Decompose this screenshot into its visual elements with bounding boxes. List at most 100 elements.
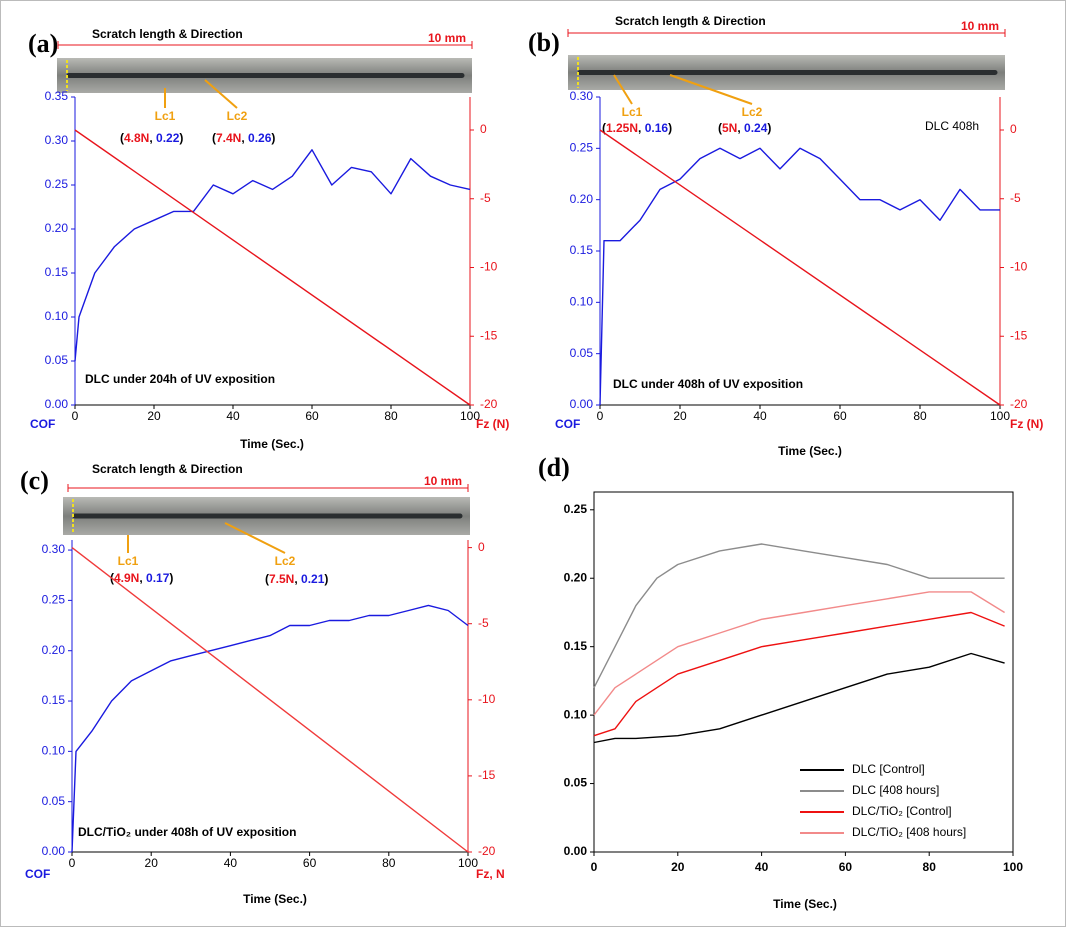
scale-label: 10 mm [424, 474, 462, 488]
scratch-title: Scratch length & Direction [92, 462, 243, 476]
panel-label: (d) [538, 453, 570, 482]
y-tick-label: 0.20 [570, 192, 594, 206]
lc-part: 0.21 [301, 572, 325, 586]
lc-values: (4.8N, 0.22) [120, 131, 183, 145]
y-tick-label: 0.05 [564, 776, 588, 790]
lc-label: Lc2 [227, 109, 248, 123]
x-tick-label: 60 [305, 409, 319, 423]
x-tick-label: 40 [755, 860, 769, 874]
y2-tick-label: 0 [480, 122, 487, 136]
y-tick-label: 0.05 [570, 346, 594, 360]
y2-label: Fz, N [476, 867, 505, 881]
lc-part: 0.24 [744, 121, 768, 135]
x-tick-label: 20 [145, 856, 159, 870]
x-tick-label: 40 [753, 409, 767, 423]
y-tick-label: 0.00 [564, 844, 588, 858]
y-tick-label: 0.10 [42, 744, 66, 758]
y-tick-label: 0.00 [45, 397, 69, 411]
scratch-title: Scratch length & Direction [615, 14, 766, 28]
force-line [74, 129, 471, 406]
x-label: Time (Sec.) [240, 437, 304, 451]
lc-values: (7.5N, 0.21) [265, 572, 328, 586]
y2-tick-label: -20 [478, 844, 496, 858]
cof-line [593, 543, 1005, 689]
note: DLC 408h [925, 119, 979, 133]
x-tick-label: 100 [990, 409, 1010, 423]
lc-part: ( [212, 131, 216, 145]
y2-tick-label: -10 [1010, 260, 1028, 274]
lc-part: ( [120, 131, 124, 145]
x-label: Time (Sec.) [773, 897, 837, 911]
y-tick-label: 0.25 [570, 141, 594, 155]
lc-part: ( [265, 572, 269, 586]
y-tick-label: 0.30 [45, 133, 69, 147]
x-tick-label: 40 [226, 409, 240, 423]
x-tick-label: 100 [1003, 860, 1023, 874]
y-tick-label: 0.00 [42, 844, 66, 858]
lc-part: 7.4N [216, 131, 241, 145]
lc-part: 0.26 [248, 131, 272, 145]
lc-part: ) [668, 121, 672, 135]
scale-label: 10 mm [428, 31, 466, 45]
lc-part: 0.16 [645, 121, 669, 135]
lc-arrow [224, 522, 286, 554]
y2-tick-label: -10 [480, 260, 498, 274]
x-label: Time (Sec.) [243, 892, 307, 906]
lc-label: Lc1 [118, 554, 139, 568]
lc-part: 5N [722, 121, 737, 135]
cof-line [74, 149, 471, 362]
x-tick-label: 0 [72, 409, 79, 423]
x-tick-label: 20 [673, 409, 687, 423]
y-tick-label: 0.10 [570, 295, 594, 309]
x-tick-label: 20 [671, 860, 685, 874]
lc-part: ( [718, 121, 722, 135]
y-tick-label: 0.30 [42, 542, 66, 556]
y-label: COF [555, 417, 580, 431]
x-tick-label: 0 [69, 856, 76, 870]
y2-label: Fz (N) [1010, 417, 1043, 431]
y-label: COF [25, 867, 50, 881]
legend-label: DLC/TiO₂ [408 hours] [852, 825, 966, 839]
y2-tick-label: -15 [480, 328, 498, 342]
lc-arrow [669, 74, 753, 105]
y2-tick-label: -15 [478, 768, 496, 782]
lc-values: (5N, 0.24) [718, 121, 771, 135]
y2-tick-label: -5 [480, 191, 491, 205]
lc-values: (4.9N, 0.17) [110, 571, 173, 585]
lc-part: 4.9N [114, 571, 139, 585]
x-tick-label: 100 [460, 409, 480, 423]
y2-tick-label: -20 [1010, 397, 1028, 411]
x-tick-label: 40 [224, 856, 238, 870]
x-tick-label: 20 [147, 409, 161, 423]
x-tick-label: 80 [382, 856, 396, 870]
y-tick-label: 0.15 [570, 243, 594, 257]
y-tick-label: 0.05 [42, 794, 66, 808]
y-tick-label: 0.10 [564, 707, 588, 721]
lc-values: (7.4N, 0.26) [212, 131, 275, 145]
y2-tick-label: -10 [478, 692, 496, 706]
y2-tick-label: -5 [1010, 191, 1021, 205]
y-tick-label: 0.15 [45, 265, 69, 279]
lc-part: ) [169, 571, 173, 585]
lc-label: Lc1 [622, 105, 643, 119]
x-tick-label: 60 [303, 856, 317, 870]
lc-part: 0.17 [146, 571, 170, 585]
lc-part: , [737, 121, 744, 135]
y2-tick-label: -20 [480, 397, 498, 411]
lc-part: , [149, 131, 156, 145]
lc-part: 4.8N [124, 131, 149, 145]
cof-line [593, 591, 1005, 716]
legend-label: DLC [Control] [852, 762, 925, 776]
cof-line [71, 604, 469, 853]
lc-part: 7.5N [269, 572, 294, 586]
subtitle: DLC under 408h of UV exposition [613, 377, 803, 391]
x-tick-label: 80 [384, 409, 398, 423]
lc-label: Lc2 [275, 554, 296, 568]
y-tick-label: 0.35 [45, 89, 69, 103]
lc-arrow [204, 79, 238, 109]
subtitle: DLC under 204h of UV exposition [85, 372, 275, 386]
legend-label: DLC [408 hours] [852, 783, 939, 797]
panel-label: (c) [20, 466, 49, 495]
lc-part: ( [602, 121, 606, 135]
y2-tick-label: 0 [1010, 122, 1017, 136]
